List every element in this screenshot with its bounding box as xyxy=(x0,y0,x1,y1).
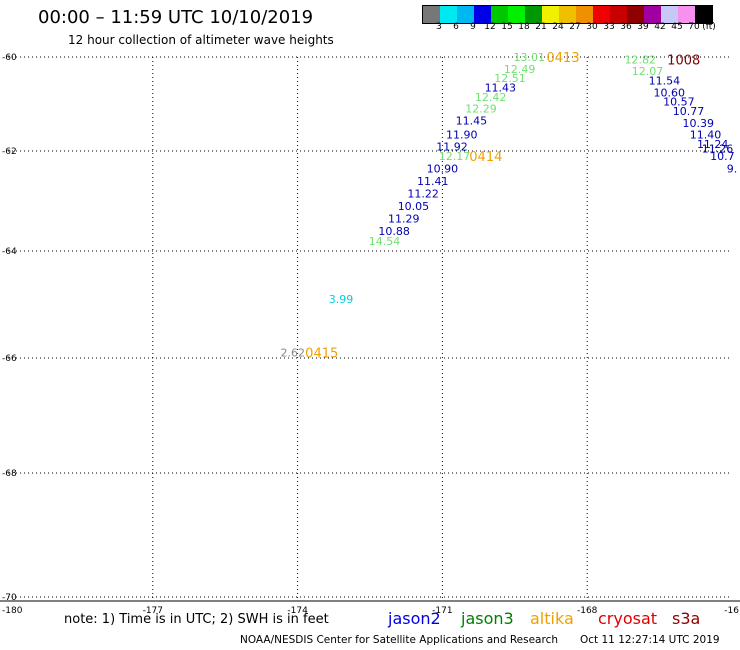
latitude-tick-label: -62 xyxy=(2,147,17,157)
legend-swatch xyxy=(678,6,695,23)
swh-value-label: 11.41 xyxy=(417,175,449,188)
swh-value-label: 11.24 xyxy=(697,138,729,151)
color-scale-legend xyxy=(422,5,713,24)
pass-time-labels: 0413 0414 0415 1008 xyxy=(305,51,700,362)
latitude-tick-label: -66 xyxy=(2,354,17,364)
legend-tick-label: 21 xyxy=(535,22,547,32)
legend-tick-label: 30 xyxy=(586,22,598,32)
legend-tick-label: 39 xyxy=(637,22,649,32)
legend-swatch xyxy=(559,6,576,23)
legend-tick-label: 45 xyxy=(671,22,683,32)
swh-value-label: 10.60 xyxy=(654,86,686,99)
legend-swatch xyxy=(491,6,508,23)
map-title: 00:00 – 11:59 UTC 10/10/2019 xyxy=(38,7,314,28)
latitude-tick-label: -70 xyxy=(2,593,17,603)
swh-value-label: 14.54 xyxy=(369,235,401,248)
legend-swatch xyxy=(661,6,678,23)
swh-value-label: 12.42 xyxy=(475,91,507,104)
credit-text: NOAA/NESDIS Center for Satellite Applica… xyxy=(240,634,558,646)
swh-value-label: 12.29 xyxy=(465,103,497,116)
legend-swatch xyxy=(440,6,457,23)
latitude-tick-label: -64 xyxy=(2,247,17,257)
legend-swatch xyxy=(593,6,610,23)
swh-value-label: 2.62 xyxy=(281,347,306,360)
swh-value-label: 10.7 xyxy=(710,150,735,163)
legend-swatch xyxy=(542,6,559,23)
legend-tick-label: 12 xyxy=(484,22,496,32)
longitude-tick-label: -174 xyxy=(287,606,308,616)
legend-tick-label: 18 xyxy=(518,22,530,32)
latitude-tick-label: -60 xyxy=(2,53,17,63)
footer-note: note: 1) Time is in UTC; 2) SWH is in fe… xyxy=(64,612,329,627)
swh-value-label: 10.88 xyxy=(378,225,410,238)
legend-swatch xyxy=(695,6,712,23)
legend-tick-label: 70 xyxy=(688,22,700,32)
swh-value-label: 9. xyxy=(727,163,738,176)
legend-swatch xyxy=(644,6,661,23)
mission-label-altika: altika xyxy=(530,609,574,628)
legend-swatch xyxy=(457,6,474,23)
swh-value-label: 11.22 xyxy=(407,188,439,201)
swh-value-label: 13.01 xyxy=(514,51,546,64)
generation-timestamp: Oct 11 12:27:14 UTC 2019 xyxy=(580,634,720,646)
longitude-tick-label: -171 xyxy=(432,606,452,616)
mission-label-jason3: jason3 xyxy=(461,609,514,628)
swh-value-label: 11.29 xyxy=(388,213,420,226)
legend-tick-label: 42 xyxy=(654,22,666,32)
longitude-tick-label: -180 xyxy=(2,606,23,616)
pass-time-label: 1008 xyxy=(667,53,700,68)
swh-value-label: 11.45 xyxy=(456,114,488,127)
legend-swatch xyxy=(525,6,542,23)
longitude-tick-label: -168 xyxy=(577,606,598,616)
legend-swatch xyxy=(423,6,440,23)
mission-label-jason2: jason2 xyxy=(388,609,441,628)
pass-time-label: 0413 xyxy=(547,51,580,66)
swh-value-label: 11.43 xyxy=(485,82,517,95)
swh-value-label: 12.49 xyxy=(504,63,536,76)
legend-swatch xyxy=(508,6,525,23)
swh-value-label: 10.77 xyxy=(673,105,705,118)
legend-tick-label: 15 xyxy=(501,22,513,32)
legend-swatch xyxy=(474,6,491,23)
swh-value-label: 12.82 xyxy=(625,53,657,66)
swh-value-label: 10.39 xyxy=(682,117,714,130)
swh-value-label: 10.57 xyxy=(663,96,695,109)
legend-tick-label: 27 xyxy=(569,22,581,32)
legend-swatch xyxy=(627,6,644,23)
swh-value-label: 11.92 xyxy=(436,140,468,153)
swh-value-label: 12.51 xyxy=(494,72,526,85)
legend-tick-label: 24 xyxy=(552,22,564,32)
swh-value-label: 3.99 xyxy=(329,293,354,306)
map-subtitle: 12 hour collection of altimeter wave hei… xyxy=(68,33,334,47)
mission-label-s3a: s3a xyxy=(672,609,701,628)
pass-time-label: 0415 xyxy=(305,347,338,362)
swh-value-label: 10.05 xyxy=(398,200,430,213)
legend-tick-label: 36 xyxy=(620,22,632,32)
legend-tick-label: 6 xyxy=(453,22,459,32)
swh-value-label: 10.90 xyxy=(427,163,459,176)
swh-value-label: 11.26 xyxy=(702,143,734,156)
latitude-tick-label: -68 xyxy=(2,469,17,479)
legend-tick-label: 33 xyxy=(603,22,615,32)
legend-unit-label: (ft) xyxy=(702,22,716,32)
swh-value-label: 12.17 xyxy=(439,150,471,163)
axis-tick-labels: -60 -62 -64 -66 -68 -70 -180 -177 -174 -171 -168 -1… xyxy=(2,53,739,616)
longitude-tick-label: -16 xyxy=(724,606,739,616)
swh-value-label: 12.07 xyxy=(632,65,664,78)
swh-value-label: 11.90 xyxy=(446,129,478,142)
pass-time-label: 0414 xyxy=(469,150,502,165)
legend-tick-label: 9 xyxy=(470,22,476,32)
legend-swatch xyxy=(610,6,627,23)
swh-value-label: 11.40 xyxy=(690,129,722,142)
legend-swatch xyxy=(576,6,593,23)
swh-value-label: 11.54 xyxy=(649,75,681,88)
map-grid xyxy=(0,56,740,602)
mission-label-cryosat: cryosat xyxy=(598,609,658,628)
legend-tick-label: 3 xyxy=(436,22,442,32)
longitude-tick-label: -177 xyxy=(143,606,163,616)
